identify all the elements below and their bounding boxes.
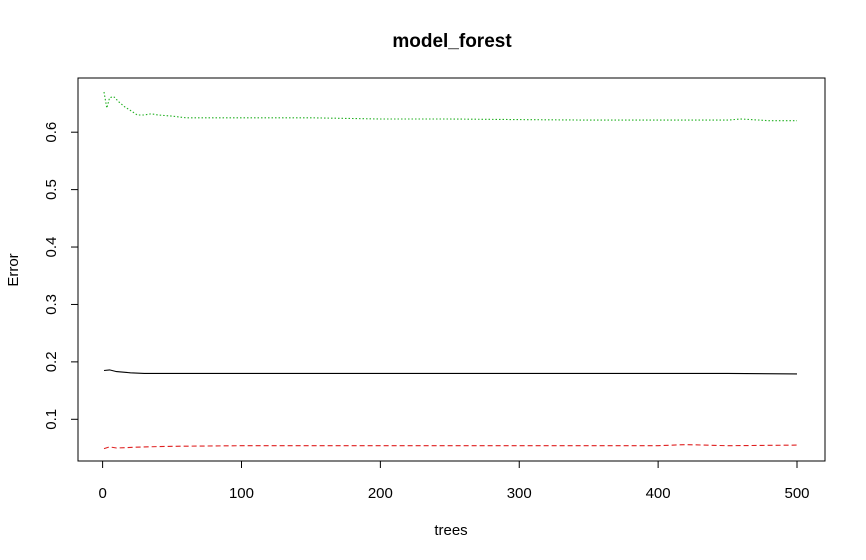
x-tick-label: 400 — [646, 485, 671, 502]
x-tick-label: 100 — [229, 485, 254, 502]
x-tick-label: 500 — [784, 485, 809, 502]
y-tick-label: 0.3 — [43, 294, 60, 315]
series-line-1 — [103, 369, 798, 375]
series-line-3 — [103, 91, 797, 122]
chart-title: model_forest — [392, 31, 512, 52]
y-tick-label: 0.1 — [43, 409, 60, 430]
y-tick-label: 0.6 — [43, 122, 60, 143]
series-layer — [103, 91, 798, 450]
x-tick-label: 200 — [368, 485, 393, 502]
y-tick-label: 0.2 — [43, 351, 60, 372]
x-axis: 0 100 200 300 400 500 — [98, 460, 810, 502]
y-tick-label: 0.4 — [43, 237, 60, 258]
series-line-2 — [103, 444, 798, 450]
plot-frame — [77, 77, 826, 462]
x-tick-label: 300 — [507, 485, 532, 502]
y-axis: 0.1 0.2 0.3 0.4 0.5 0.6 — [43, 122, 79, 430]
x-tick-label: 0 — [98, 485, 106, 502]
y-axis-label: Error — [5, 253, 22, 286]
x-axis-label: trees — [434, 522, 467, 539]
y-tick-label: 0.5 — [43, 179, 60, 200]
